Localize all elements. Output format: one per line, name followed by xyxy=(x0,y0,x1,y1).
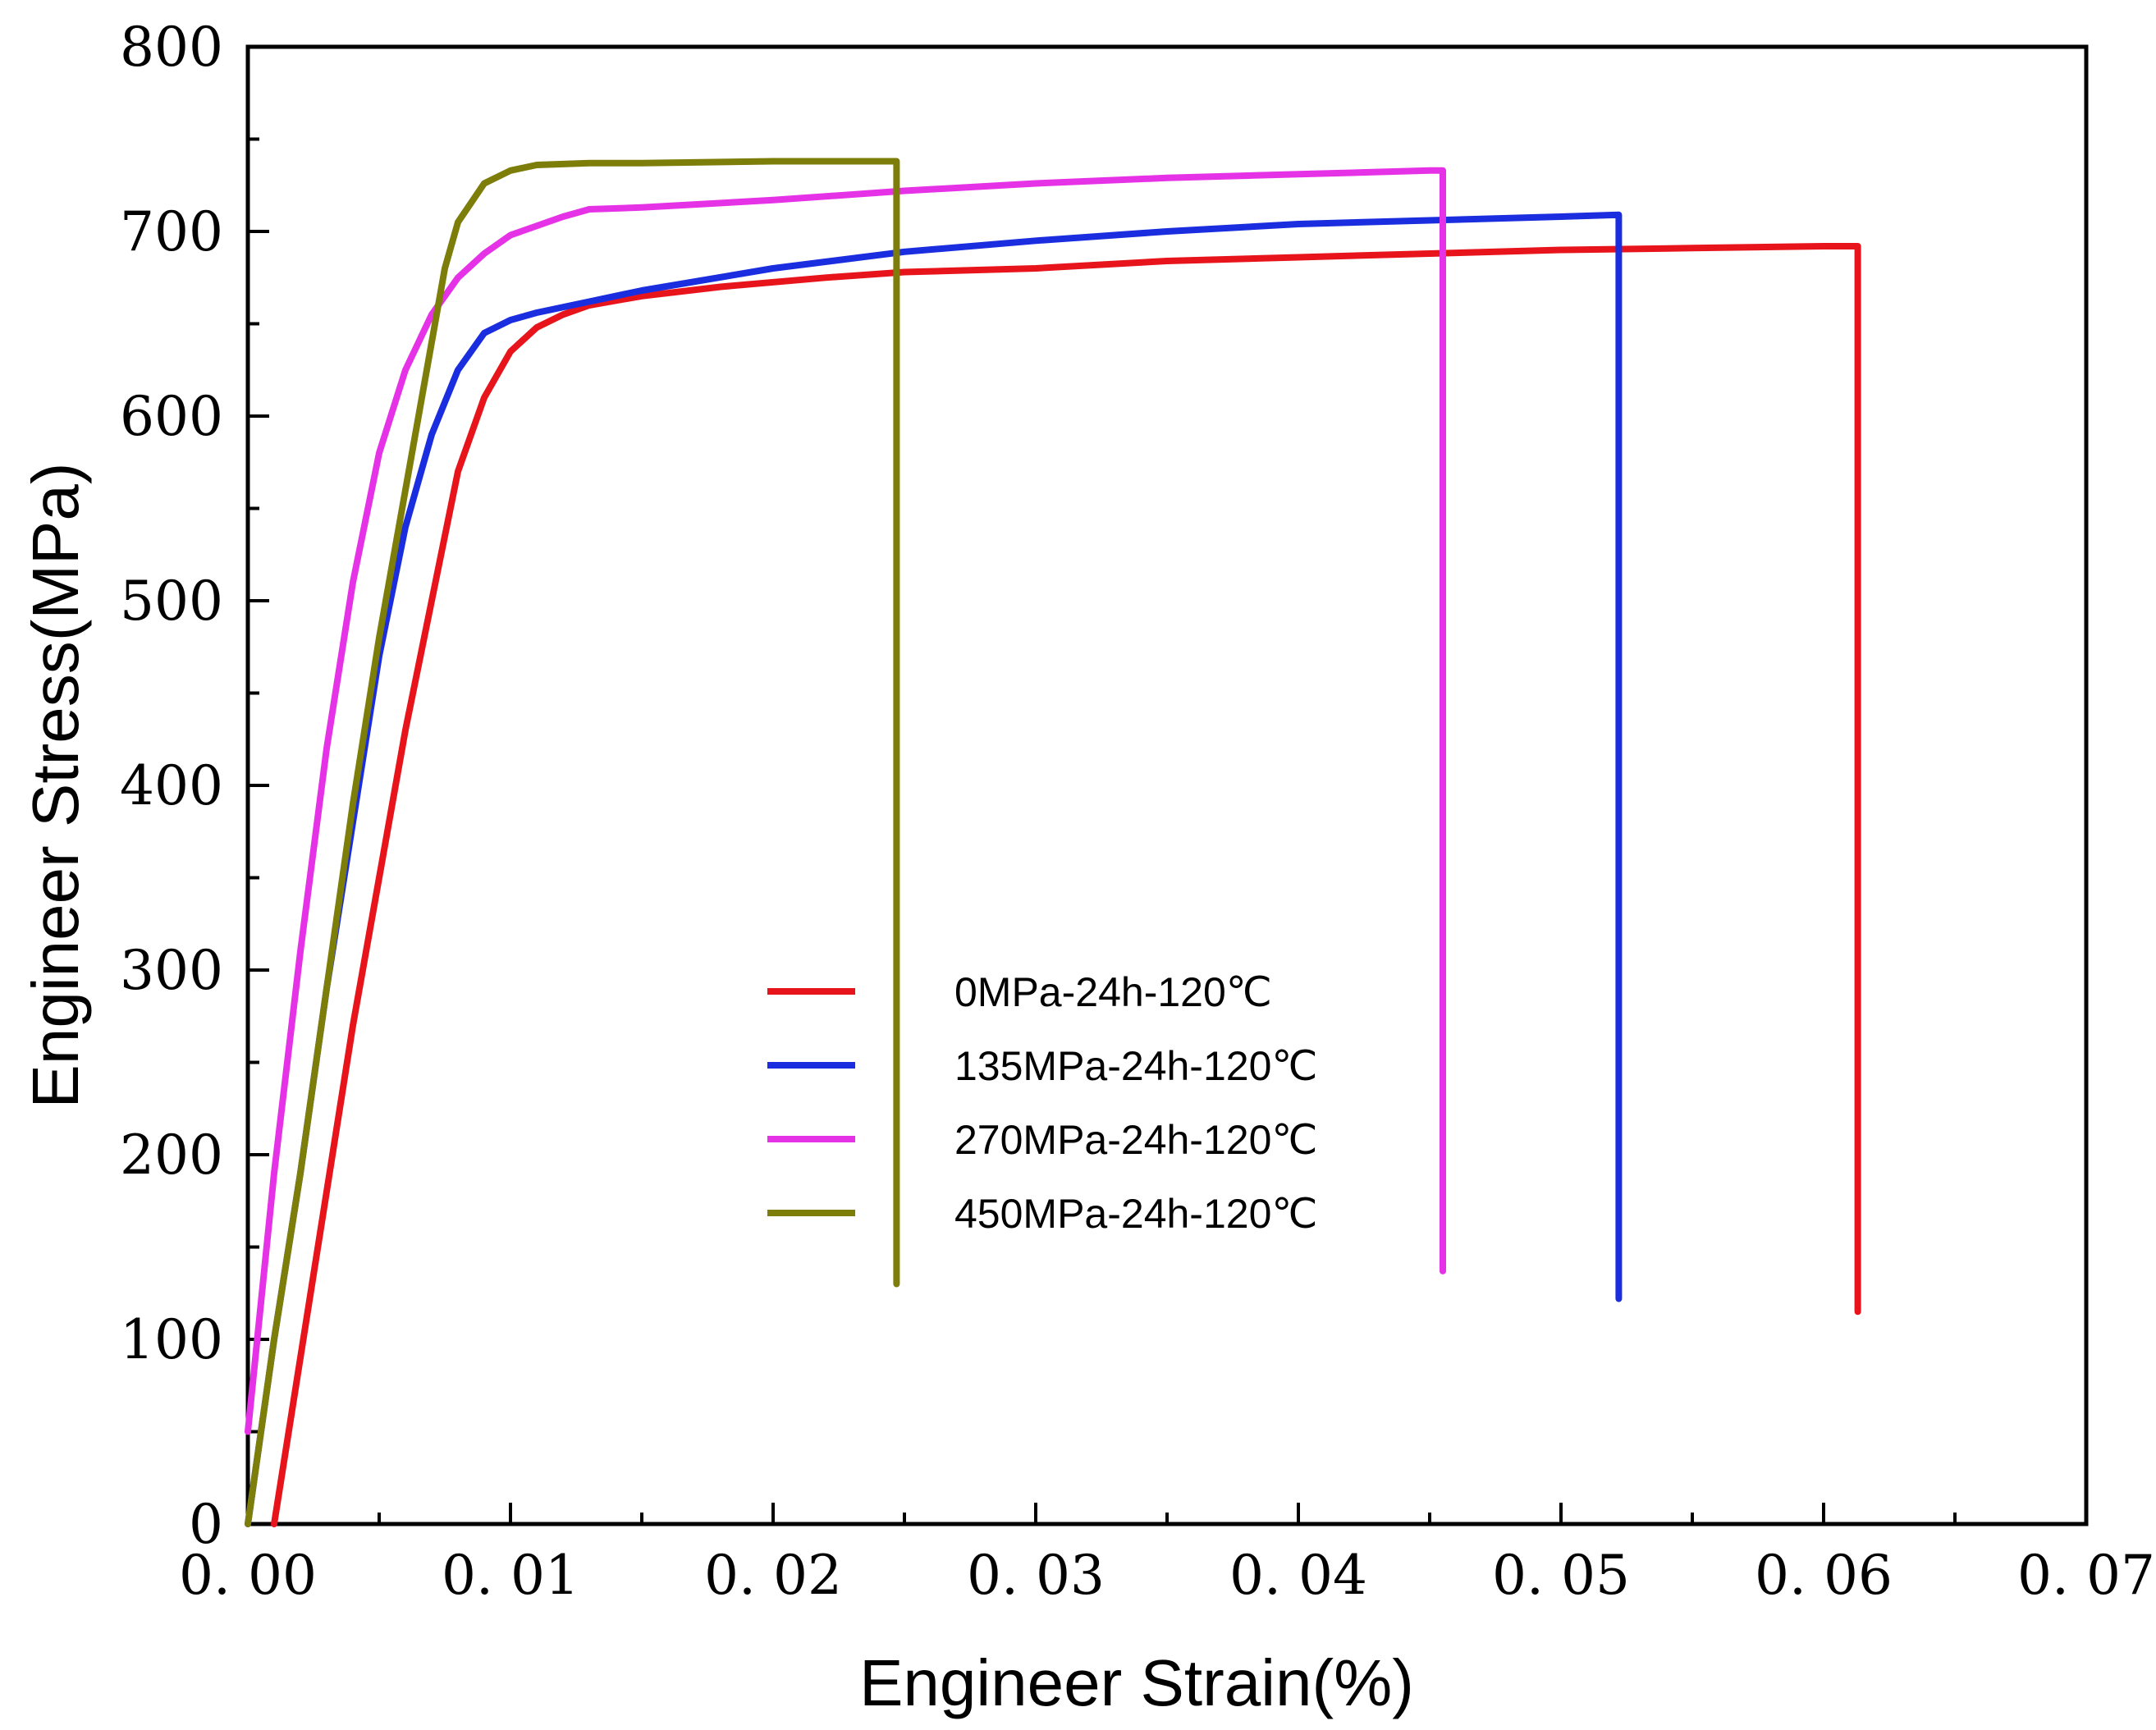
series-line-3 xyxy=(245,158,900,1527)
x-axis-title: Engineer Strain(%) xyxy=(859,1646,1414,1719)
x-tick-label: 0. 00 xyxy=(179,1544,317,1607)
series-line-2 xyxy=(245,167,1446,1435)
x-tick-label: 0. 02 xyxy=(704,1544,842,1607)
x-axis-ticks xyxy=(246,1503,2088,1524)
y-axis-title: Engineer Stress(MPa) xyxy=(19,463,92,1109)
y-tick-label: 300 xyxy=(120,939,223,1002)
y-tick-label: 600 xyxy=(120,385,223,448)
y-tick-label: 100 xyxy=(120,1308,223,1371)
y-tick-label: 700 xyxy=(120,200,223,263)
series-line-1 xyxy=(245,211,1623,1527)
legend: 0MPa-24h-120℃ 135MPa-24h-120℃ 270MPa-24h-1… xyxy=(767,969,1318,1237)
x-tick-label: 0. 04 xyxy=(1229,1544,1367,1607)
legend-label-3: 450MPa-24h-120℃ xyxy=(954,1191,1318,1237)
y-tick-label: 500 xyxy=(120,570,223,633)
y-tick-label: 0 xyxy=(189,1493,223,1556)
x-tick-label: 0. 03 xyxy=(967,1544,1105,1607)
x-tick-label: 0. 07 xyxy=(2017,1544,2155,1607)
x-tick-label: 0. 05 xyxy=(1492,1544,1630,1607)
plot-frame xyxy=(245,44,2089,1526)
y-axis-tick-labels: 0 100 200 300 400 500 600 700 800 xyxy=(120,16,223,1556)
x-tick-label: 0. 01 xyxy=(442,1544,579,1607)
legend-label-2: 270MPa-24h-120℃ xyxy=(954,1117,1318,1163)
series-lines xyxy=(245,158,1861,1527)
legend-label-1: 135MPa-24h-120℃ xyxy=(954,1043,1318,1089)
y-tick-label: 400 xyxy=(120,754,223,817)
x-axis-tick-labels: 0. 00 0. 01 0. 02 0. 03 0. 04 0. 05 0. 06 0. 07 xyxy=(179,1544,2155,1607)
y-tick-label: 800 xyxy=(120,16,223,79)
y-tick-label: 200 xyxy=(120,1124,223,1187)
series-line-0 xyxy=(271,243,1861,1527)
x-tick-label: 0. 06 xyxy=(1755,1544,1893,1607)
legend-label-0: 0MPa-24h-120℃ xyxy=(954,969,1272,1015)
